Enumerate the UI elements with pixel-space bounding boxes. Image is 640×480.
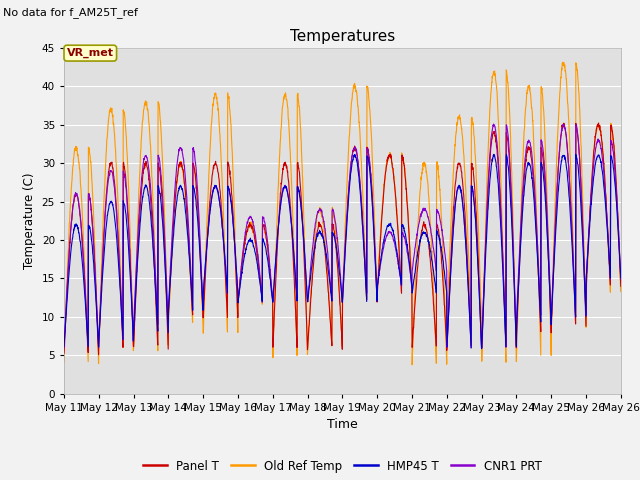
- Text: No data for f_AM25T_ref: No data for f_AM25T_ref: [3, 7, 138, 18]
- Y-axis label: Temperature (C): Temperature (C): [23, 172, 36, 269]
- Title: Temperatures: Temperatures: [290, 29, 395, 44]
- Legend: Panel T, Old Ref Temp, HMP45 T, CNR1 PRT: Panel T, Old Ref Temp, HMP45 T, CNR1 PRT: [138, 455, 547, 477]
- Text: VR_met: VR_met: [67, 48, 114, 58]
- X-axis label: Time: Time: [327, 418, 358, 431]
